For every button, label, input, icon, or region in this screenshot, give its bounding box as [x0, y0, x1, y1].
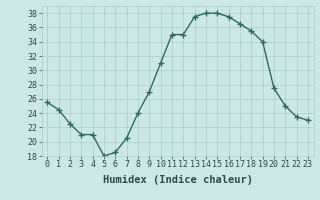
X-axis label: Humidex (Indice chaleur): Humidex (Indice chaleur): [103, 175, 252, 185]
